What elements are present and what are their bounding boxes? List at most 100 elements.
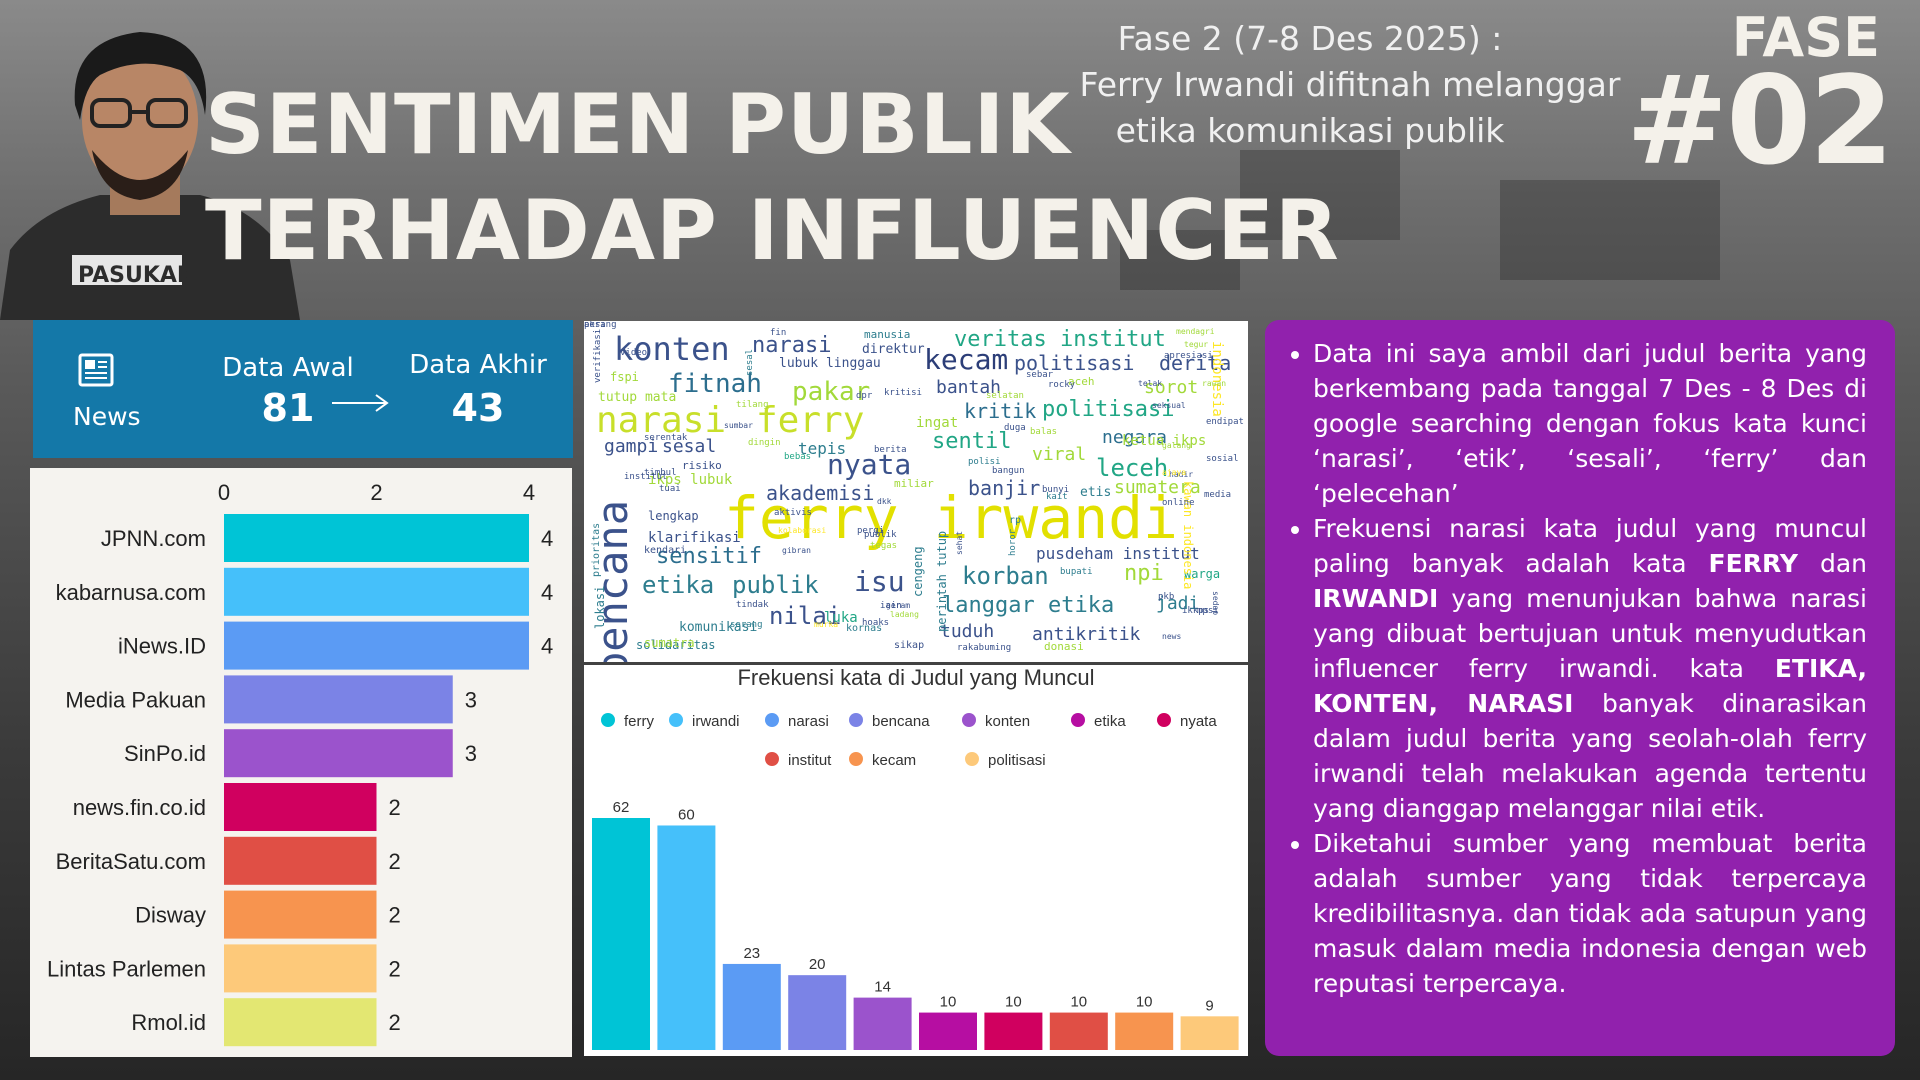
word-cloud-word: endipat bbox=[1206, 417, 1244, 427]
word-cloud-word: institut bbox=[624, 472, 668, 482]
background-house-1 bbox=[1240, 150, 1400, 240]
data-label: 4 bbox=[541, 580, 553, 605]
word-cloud-word: akademisi bbox=[766, 481, 875, 505]
title-line-1: SENTIMEN PUBLIK bbox=[205, 76, 1071, 173]
word-cloud-word: ketua ikps bbox=[1122, 433, 1207, 449]
svg-text:PASUKAN: PASUKAN bbox=[78, 263, 195, 288]
word-cloud-word: timbul bbox=[644, 468, 677, 478]
word-cloud-word: luka bbox=[824, 610, 858, 626]
category-label: kabarnusa.com bbox=[56, 580, 206, 605]
word-cloud-word: polisi bbox=[968, 457, 1001, 467]
word-cloud-word: serentak bbox=[644, 433, 688, 443]
legend-label: narasi bbox=[788, 713, 829, 730]
data-label: 62 bbox=[613, 799, 630, 816]
bullet-text: Diketahui sumber yang membuat berita ada… bbox=[1313, 829, 1867, 998]
analysis-bullet: Frekuensi narasi kata judul yang muncul … bbox=[1313, 511, 1867, 826]
word-cloud-word: ikps lubuk bbox=[648, 472, 733, 488]
news-label: News bbox=[73, 402, 141, 431]
word-cloud-word: ladang bbox=[890, 610, 919, 619]
legend-marker bbox=[849, 752, 863, 766]
bar bbox=[224, 729, 453, 778]
word-cloud-word: publik bbox=[732, 571, 819, 599]
word-cloud-word: kolaborasi bbox=[778, 526, 827, 535]
word-cloud-word: media bbox=[1204, 490, 1232, 500]
legend-label: etika bbox=[1094, 713, 1126, 730]
word-cloud-word: geram bbox=[886, 601, 911, 610]
word-cloud-word: ferry irwandi bbox=[724, 484, 1178, 552]
word-cloud-word: kecam bbox=[924, 343, 1009, 376]
word-cloud-word: jadi bbox=[1156, 593, 1200, 614]
category-label: Rmol.id bbox=[131, 1010, 206, 1035]
word-cloud-word: balas bbox=[1030, 427, 1058, 437]
category-label: Media Pakuan bbox=[65, 687, 206, 712]
word-cloud-word: sebar bbox=[1026, 370, 1054, 380]
word-cloud-word: isu bbox=[854, 565, 905, 598]
bar bbox=[224, 890, 377, 939]
category-label: BeritaSatu.com bbox=[56, 849, 206, 874]
word-cloud-word: aceh bbox=[1068, 375, 1095, 388]
data-label: 4 bbox=[541, 526, 553, 551]
phase-subtitle: Fase 2 (7-8 Des 2025) : Ferry Irwandi di… bbox=[1040, 16, 1660, 154]
bar bbox=[788, 975, 847, 1050]
word-cloud-word: langgar etika bbox=[942, 593, 1115, 618]
word-cloud-word: gibran bbox=[782, 546, 811, 555]
word-cloud-word: video bbox=[620, 348, 648, 358]
data-label: 4 bbox=[541, 634, 553, 659]
word-cloud-word: mpsi bbox=[1197, 606, 1219, 616]
bar bbox=[984, 1012, 1043, 1050]
legend-label: kecam bbox=[872, 752, 916, 769]
word-cloud-word: narasi bbox=[752, 333, 832, 358]
word-cloud-word: sumbar bbox=[724, 421, 753, 430]
word-cloud-word: kornas bbox=[846, 623, 883, 634]
word-cloud-word: ikkps bbox=[1182, 606, 1210, 616]
data-label: 20 bbox=[809, 956, 826, 973]
word-cloud-word: hadir bbox=[1169, 470, 1194, 479]
word-cloud-word: pkb bbox=[1158, 592, 1175, 602]
word-cloud-word: verifikasi bbox=[593, 328, 603, 383]
bar bbox=[224, 944, 377, 993]
word-cloud-word: kait bbox=[1046, 492, 1068, 502]
word-cloud-word: sesal bbox=[745, 348, 755, 376]
data-label: 2 bbox=[389, 849, 401, 874]
word-cloud-word: prioritas bbox=[591, 522, 602, 577]
word-cloud-word: pergi bbox=[857, 526, 885, 536]
bar bbox=[592, 818, 650, 1050]
word-cloud-word: tegur bbox=[1184, 340, 1209, 349]
word-cloud-word: politisasi bbox=[1042, 397, 1175, 422]
data-label: 3 bbox=[465, 741, 477, 766]
legend-marker bbox=[849, 713, 863, 727]
word-cloud-word: aksi bbox=[584, 321, 606, 330]
data-label: 10 bbox=[1136, 994, 1153, 1011]
word-cloud-word: dkk bbox=[877, 497, 892, 506]
data-label: 2 bbox=[389, 903, 401, 928]
legend-label: institut bbox=[788, 752, 832, 769]
word-cloud-word: online bbox=[1162, 498, 1195, 508]
data-label: 2 bbox=[389, 795, 401, 820]
word-cloud-word: sorot bbox=[1144, 377, 1199, 398]
word-cloud-word: leceh bbox=[1096, 454, 1169, 482]
word-cloud-word: pusdeham institut bbox=[1036, 544, 1200, 563]
word-cloud-word: direktur bbox=[862, 342, 925, 357]
bullet-emphasis: ETIKA, KONTEN, NARASI bbox=[1313, 654, 1867, 718]
bar bbox=[224, 998, 377, 1047]
word-cloud-word: tepis bbox=[798, 439, 847, 458]
word-cloud-word: rocky bbox=[1048, 380, 1076, 390]
word-cloud-word: sesal bbox=[662, 436, 717, 457]
legend-label: politisasi bbox=[988, 752, 1046, 769]
word-cloud-word: rawan bbox=[1202, 379, 1227, 388]
bullet-text: yang menunjukan bahwa narasi yang dibuat… bbox=[1313, 584, 1867, 683]
legend-label: irwandi bbox=[692, 713, 740, 730]
legend-marker bbox=[669, 713, 683, 727]
legend-marker bbox=[1157, 713, 1171, 727]
word-cloud-word: tuduh bbox=[940, 621, 995, 642]
page-title: SENTIMEN PUBLIK TERHADAP INFLUENCER bbox=[205, 72, 1340, 284]
analysis-bullet: Data ini saya ambil dari judul berita ya… bbox=[1313, 336, 1867, 511]
arrow-right-icon bbox=[332, 394, 389, 412]
word-cloud-word: kritisi bbox=[884, 388, 922, 398]
word-cloud-word: rakabuming bbox=[957, 643, 1012, 653]
category-label: news.fin.co.id bbox=[73, 795, 206, 820]
bar bbox=[1049, 1012, 1108, 1050]
word-cloud-word: sosial bbox=[1206, 454, 1239, 464]
shirt-text: PASUKAN bbox=[78, 263, 195, 288]
legend-marker bbox=[965, 752, 979, 766]
